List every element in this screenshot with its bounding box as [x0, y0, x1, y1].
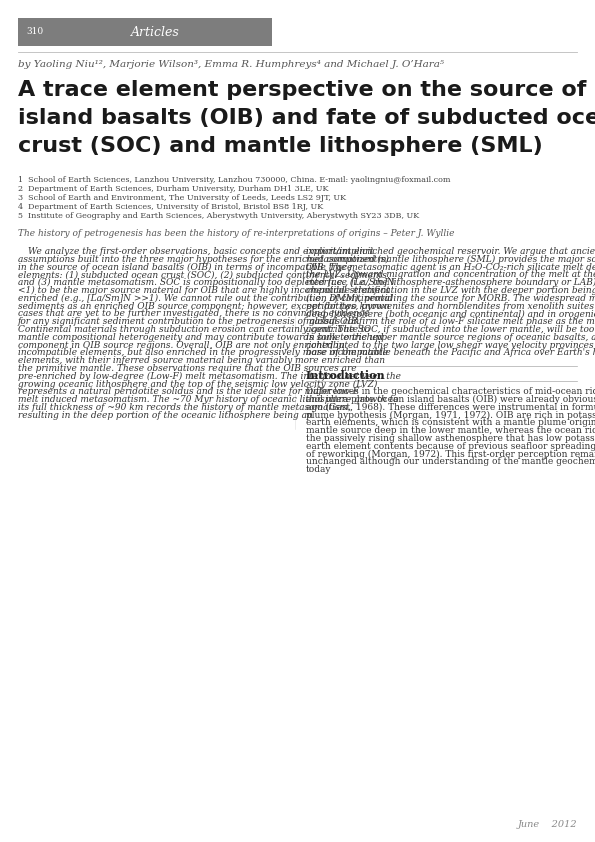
- Text: assumptions built into the three major hypotheses for the enriched component(s): assumptions built into the three major h…: [18, 255, 389, 264]
- Text: for any significant sediment contribution to the petrogenesis of global OIB.: for any significant sediment contributio…: [18, 317, 361, 326]
- Text: contributed to the two large low shear wave velocity provinces (LLSVPs) at the: contributed to the two large low shear w…: [306, 341, 595, 349]
- Text: metasomatized mantle lithosphere (SML) provides the major source component for: metasomatized mantle lithosphere (SML) p…: [306, 255, 595, 264]
- Bar: [18, 18, 272, 46]
- Text: represents a natural peridotite solidus and is the ideal site for major low-F: represents a natural peridotite solidus …: [18, 387, 359, 397]
- Text: island basalts (OIB) and fate of subducted ocean: island basalts (OIB) and fate of subduct…: [18, 108, 595, 128]
- Text: important enriched geochemical reservoir. We argue that ancient subducted: important enriched geochemical reservoir…: [306, 247, 595, 256]
- Text: and (3) mantle metasomatism. SOC is compositionally too depleted (i.e., [La/Sm]N: and (3) mantle metasomatism. SOC is comp…: [18, 278, 395, 287]
- Text: massifs confirm the role of a low-F silicate melt phase as the metasomatic: massifs confirm the role of a low-F sili…: [306, 317, 595, 326]
- Text: <1) to be the major source material for OIB that are highly incompatible element: <1) to be the major source material for …: [18, 286, 390, 296]
- Text: elements, with their inferred source material being variably more enriched than: elements, with their inferred source mat…: [18, 356, 385, 365]
- Text: Differences in the geochemical characteristics of mid-ocean ridge basalts (MORB): Differences in the geochemical character…: [306, 387, 595, 397]
- Text: in bulk to the upper mantle source regions of oceanic basalts, and may have: in bulk to the upper mantle source regio…: [306, 333, 595, 342]
- Text: component in OIB source regions. Overall, OIB are not only enriched in: component in OIB source regions. Overall…: [18, 341, 345, 349]
- Text: elements: (1) subducted ocean crust (SOC), (2) subducted continental sediments,: elements: (1) subducted ocean crust (SOC…: [18, 270, 390, 280]
- Text: deep lithosphere (both oceanic and continental) and in orogenic peridotite: deep lithosphere (both oceanic and conti…: [306, 309, 595, 318]
- Text: (i.e., DMM), providing the source for MORB. The widespread metasomatized: (i.e., DMM), providing the source for MO…: [306, 294, 595, 303]
- Text: The history of petrogenesis has been the history of re-interpretations of origin: The history of petrogenesis has been the…: [18, 229, 455, 238]
- Text: Articles: Articles: [131, 25, 179, 39]
- Text: 1  School of Earth Sciences, Lanzhou University, Lanzhou 730000, China. E-mail: : 1 School of Earth Sciences, Lanzhou Univ…: [18, 176, 450, 184]
- Text: its full thickness of ~90 km records the history of mantle metasomatism,: its full thickness of ~90 km records the…: [18, 403, 351, 412]
- Text: sediments as an enriched OIB source component; however, except for two known: sediments as an enriched OIB source comp…: [18, 301, 390, 311]
- Text: agent. The SOC, if subducted into the lower mantle, will be too dense to return: agent. The SOC, if subducted into the lo…: [306, 325, 595, 334]
- Text: and intra-plate ocean island basalts (OIB) were already obvious over 40 years: and intra-plate ocean island basalts (OI…: [306, 395, 595, 404]
- Text: plume hypothesis (Morgan, 1971, 1972). OIB are rich in potassium and light rare: plume hypothesis (Morgan, 1971, 1972). O…: [306, 411, 595, 419]
- Text: in the source of ocean island basalts (OIB) in terms of incompatible trace: in the source of ocean island basalts (O…: [18, 263, 352, 272]
- Text: ago (Gast, 1968). These differences were instrumental in formulating the mantle: ago (Gast, 1968). These differences were…: [306, 402, 595, 412]
- Text: base of the mantle beneath the Pacific and Africa over Earth's history.: base of the mantle beneath the Pacific a…: [306, 349, 595, 357]
- Text: pre-enriched by low-degree (Low-F) melt metasomatism. The interface between the: pre-enriched by low-degree (Low-F) melt …: [18, 372, 401, 381]
- Text: by Yaoling Niu¹², Marjorie Wilson³, Emma R. Humphreys⁴ and Michael J. O’Hara⁵: by Yaoling Niu¹², Marjorie Wilson³, Emma…: [18, 60, 444, 69]
- Text: enriched (e.g., [La/Sm]N >>1). We cannot rule out the contribution of continenta: enriched (e.g., [La/Sm]N >>1). We cannot…: [18, 294, 393, 303]
- Text: 2  Department of Earth Sciences, Durham University, Durham DH1 3LE, UK: 2 Department of Earth Sciences, Durham U…: [18, 185, 328, 193]
- Text: We analyze the first-order observations, basic concepts and explicit/implicit: We analyze the first-order observations,…: [28, 247, 374, 256]
- Text: Continental materials through subduction erosion can certainly contribute to: Continental materials through subduction…: [18, 325, 370, 334]
- Text: 5  Institute of Geography and Earth Sciences, Aberystwyth University, Aberystwyt: 5 Institute of Geography and Earth Scien…: [18, 212, 419, 220]
- Text: the primitive mantle. These observations require that the OIB sources are: the primitive mantle. These observations…: [18, 364, 356, 373]
- Text: A trace element perspective on the source of ocean: A trace element perspective on the sourc…: [18, 80, 595, 100]
- Text: peridotites, pyroxenites and hornblendites from xenolith suites exhumed from the: peridotites, pyroxenites and hornblendit…: [306, 301, 595, 311]
- Text: mantle source deep in the lower mantle, whereas the ocean ridge crests tap only: mantle source deep in the lower mantle, …: [306, 426, 595, 435]
- Text: 4  Department of Earth Sciences, University of Bristol, Bristol BS8 1RJ, UK: 4 Department of Earth Sciences, Universi…: [18, 203, 323, 211]
- Text: crust (SOC) and mantle lithosphere (SML): crust (SOC) and mantle lithosphere (SML): [18, 136, 543, 156]
- Text: earth element contents because of previous seafloor spreading-related episodes: earth element contents because of previo…: [306, 442, 595, 450]
- Text: unchanged although our understanding of the mantle geochemistry is much better: unchanged although our understanding of …: [306, 457, 595, 466]
- Text: growing oceanic lithosphere and the top of the seismic low velocity zone (LVZ): growing oceanic lithosphere and the top …: [18, 380, 377, 389]
- Text: the passively rising shallow asthenosphere that has low potassium and light rare: the passively rising shallow asthenosphe…: [306, 434, 595, 443]
- Text: the LVZ. Upward migration and concentration of the melt at the lithosphere-LVZ: the LVZ. Upward migration and concentrat…: [306, 270, 595, 280]
- Text: mantle compositional heterogeneity and may contribute towards some enriched: mantle compositional heterogeneity and m…: [18, 333, 384, 342]
- Text: earth elements, which is consistent with a mantle plume origin from a primordial: earth elements, which is consistent with…: [306, 418, 595, 428]
- Text: of reworking (Morgan, 1972). This first-order perception remains largely: of reworking (Morgan, 1972). This first-…: [306, 450, 595, 459]
- Text: June    2012: June 2012: [518, 820, 577, 829]
- Text: today: today: [306, 465, 331, 474]
- Text: 3  School of Earth and Environment, The University of Leeds, Leeds LS2 9JT, UK: 3 School of Earth and Environment, The U…: [18, 194, 346, 202]
- Text: interface (i.e., the lithosphere-asthenosphere boundary or LAB) results in: interface (i.e., the lithosphere-astheno…: [306, 278, 595, 287]
- Text: Introduction: Introduction: [306, 370, 386, 381]
- Text: OIB. The metasomatic agent is an H₂O-CO₂-rich silicate melt derived from within: OIB. The metasomatic agent is an H₂O-CO₂…: [306, 263, 595, 272]
- Text: chemical stratification in the LVZ with the deeper portion being more depleted: chemical stratification in the LVZ with …: [306, 286, 595, 295]
- Text: 310: 310: [26, 28, 43, 36]
- Text: melt induced metasomatism. The ~70 Myr history of oceanic lithosphere growth to: melt induced metasomatism. The ~70 Myr h…: [18, 395, 399, 404]
- Text: resulting in the deep portion of the oceanic lithosphere being an: resulting in the deep portion of the oce…: [18, 411, 313, 420]
- Text: cases that are yet to be further investigated, there is no convincing evidence: cases that are yet to be further investi…: [18, 309, 369, 318]
- Text: incompatible elements, but also enriched in the progressively more incompatible: incompatible elements, but also enriched…: [18, 349, 389, 357]
